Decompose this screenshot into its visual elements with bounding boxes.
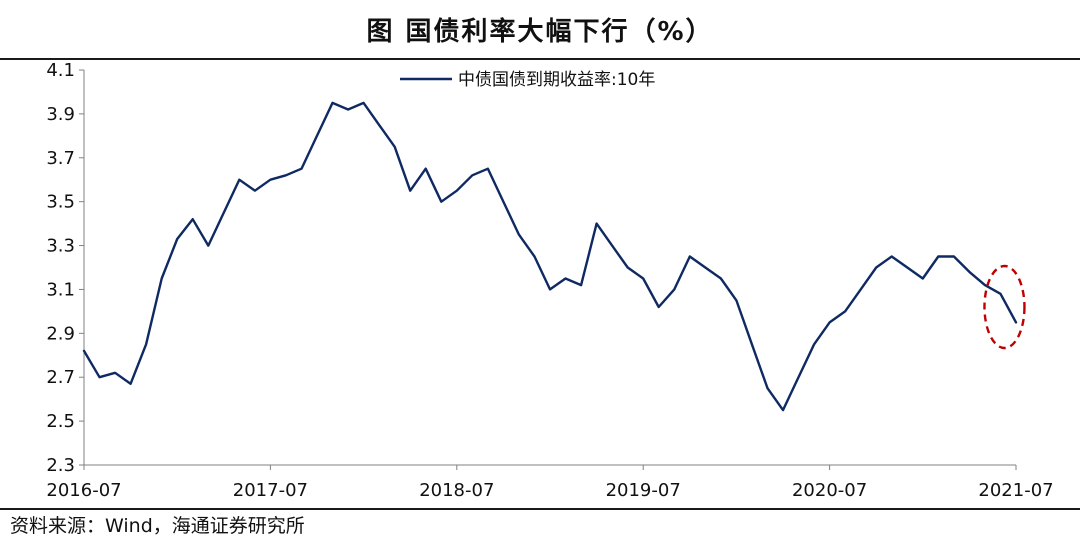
title-divider [0,58,1080,60]
legend: 中债国债到期收益率:10年 [400,70,655,90]
chart-title: 图 国债利率大幅下行（%） [366,16,714,47]
legend-label: 中债国债到期收益率:10年 [458,70,655,90]
chart-title-bar: 图 国债利率大幅下行（%） [0,0,1080,58]
y-tick-label: 3.5 [46,192,75,213]
y-tick-label: 2.5 [46,411,75,432]
y-tick-label: 2.3 [46,455,75,476]
y-tick-label: 4.1 [46,60,75,81]
source-note: 资料来源：Wind，海通证券研究所 [10,515,305,537]
x-tick-label: 2019-07 [606,480,681,501]
x-tick-label: 2017-07 [233,480,308,501]
y-tick-label: 3.7 [46,148,75,169]
y-tick-label: 3.9 [46,104,75,125]
x-tick-label: 2021-07 [978,480,1053,501]
y-tick-label: 3.3 [46,236,75,257]
x-tick-label: 2020-07 [792,480,867,501]
y-tick-label: 2.9 [46,323,75,344]
series-layer [82,101,1018,412]
series-line [82,101,1018,412]
highlight-ellipse [983,264,1026,350]
y-tick-label: 2.7 [46,367,75,388]
y-tick-label: 3.1 [46,279,75,300]
x-tick-label: 2018-07 [419,480,494,501]
source-divider [0,508,1080,510]
line-chart: 2.3 2.5 2.7 2.9 3.1 3.3 3.5 3.7 3.9 4.1 2016-07 201… [46,60,1053,501]
annotations [983,264,1026,350]
axes: 2.3 2.5 2.7 2.9 3.1 3.3 3.5 3.7 3.9 4.1 2016-07 201… [46,60,1053,501]
x-tick-label: 2016-07 [46,480,121,501]
